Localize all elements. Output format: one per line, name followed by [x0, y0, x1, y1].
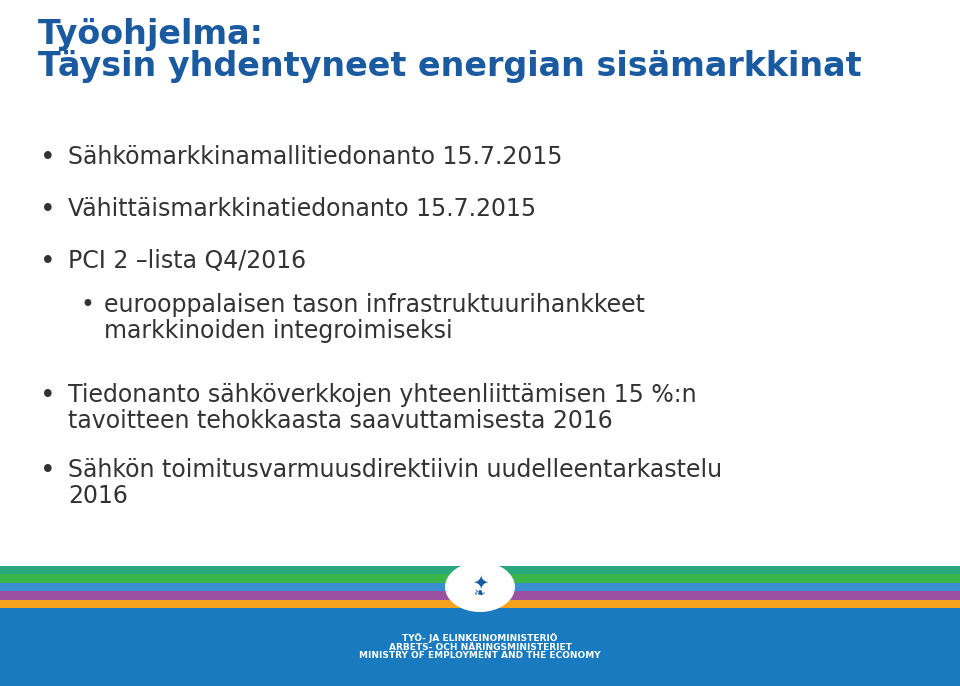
Text: Sähkön toimitusvarmuusdirektiivin uudelleentarkastelu: Sähkön toimitusvarmuusdirektiivin uudell… — [68, 458, 722, 482]
Bar — [0, 600, 960, 608]
Text: eurooppalaisen tason infrastruktuurihankkeet: eurooppalaisen tason infrastruktuurihank… — [104, 293, 645, 317]
Bar — [0, 608, 960, 686]
Bar — [0, 574, 960, 583]
Text: ✦: ✦ — [471, 573, 489, 593]
Text: 2016: 2016 — [68, 484, 128, 508]
Text: Työohjelma:: Työohjelma: — [38, 18, 264, 51]
Text: •: • — [80, 293, 94, 317]
Bar — [0, 566, 960, 574]
Text: TYÖ- JA ELINKEINOMINISTERIÖ: TYÖ- JA ELINKEINOMINISTERIÖ — [402, 633, 558, 643]
Bar — [0, 591, 960, 600]
Text: •: • — [40, 145, 56, 171]
Ellipse shape — [445, 562, 515, 612]
Text: ❧: ❧ — [474, 586, 486, 600]
Text: markkinoiden integroimiseksi: markkinoiden integroimiseksi — [104, 319, 452, 343]
Text: MINISTRY OF EMPLOYMENT AND THE ECONOMY: MINISTRY OF EMPLOYMENT AND THE ECONOMY — [359, 652, 601, 661]
Text: •: • — [40, 197, 56, 223]
Text: •: • — [40, 383, 56, 409]
Text: tavoitteen tehokkaasta saavuttamisesta 2016: tavoitteen tehokkaasta saavuttamisesta 2… — [68, 409, 612, 433]
Text: ARBETS- OCH NÄRINGSMINISTERIET: ARBETS- OCH NÄRINGSMINISTERIET — [389, 643, 571, 652]
Text: •: • — [40, 458, 56, 484]
Text: Vähittäismarkkinatiedonanto 15.7.2015: Vähittäismarkkinatiedonanto 15.7.2015 — [68, 197, 536, 221]
Text: Tiedonanto sähköverkkojen yhteenliittämisen 15 %:n: Tiedonanto sähköverkkojen yhteenliittämi… — [68, 383, 697, 407]
Text: Sähkömarkkinamallitiedonanto 15.7.2015: Sähkömarkkinamallitiedonanto 15.7.2015 — [68, 145, 563, 169]
Bar — [0, 583, 960, 591]
Text: •: • — [40, 249, 56, 275]
Text: Täysin yhdentyneet energian sisämarkkinat: Täysin yhdentyneet energian sisämarkkina… — [38, 50, 862, 83]
Text: PCI 2 –lista Q4/2016: PCI 2 –lista Q4/2016 — [68, 249, 306, 273]
